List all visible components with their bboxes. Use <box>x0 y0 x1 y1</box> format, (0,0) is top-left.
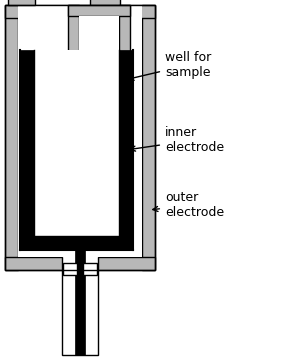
Bar <box>142 5 155 270</box>
Bar <box>98 257 155 270</box>
Bar <box>5 257 62 270</box>
Bar <box>119 50 133 250</box>
Bar <box>5 5 155 270</box>
Bar <box>119 5 130 165</box>
Text: inner
electrode: inner electrode <box>130 126 224 154</box>
Bar <box>5 5 155 18</box>
Bar <box>63 263 77 275</box>
Bar <box>68 5 79 165</box>
Bar <box>90 0 120 5</box>
Bar <box>79 16 119 154</box>
Bar <box>62 270 98 355</box>
Bar <box>68 154 130 165</box>
Text: outer
electrode: outer electrode <box>153 191 224 219</box>
Bar <box>5 5 18 270</box>
Bar <box>83 263 97 275</box>
Bar <box>18 5 142 257</box>
Bar <box>68 5 130 16</box>
Bar <box>34 50 119 236</box>
Bar <box>8 0 35 5</box>
Bar <box>20 50 34 250</box>
Bar <box>75 250 85 355</box>
Bar <box>20 236 133 250</box>
Text: well for
sample: well for sample <box>129 51 211 80</box>
